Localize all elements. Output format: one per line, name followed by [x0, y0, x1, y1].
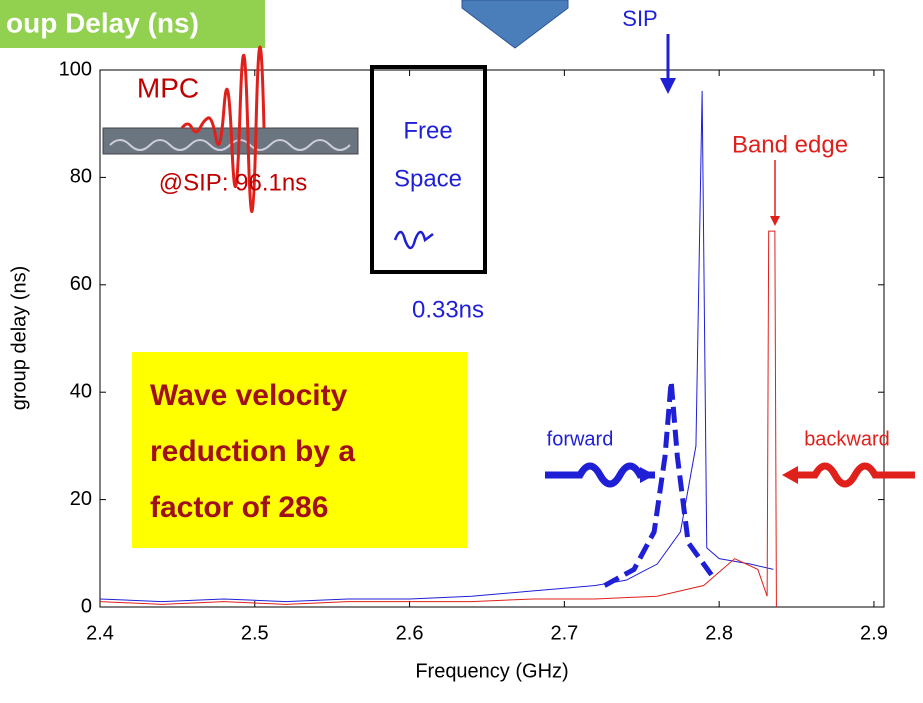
forward-head: [640, 467, 655, 483]
y-tick-label: 20: [70, 488, 92, 510]
mpc-pattern: [109, 139, 351, 151]
annotation: 0.33ns: [412, 296, 484, 323]
plot-frame: [99, 69, 885, 608]
annotation: SIP: [622, 6, 657, 31]
wave-mpc: [180, 45, 266, 213]
backward-head: [782, 466, 798, 484]
annotation: Band edge: [732, 131, 848, 158]
x-tick-label: 2.9: [860, 622, 888, 644]
callout-text: reduction by a: [150, 435, 355, 468]
wave-backward: [790, 462, 915, 488]
y-tick-label: 60: [70, 273, 92, 295]
y-tick-label: 100: [59, 58, 92, 80]
annotation: backward: [804, 428, 890, 450]
fit-curve: [603, 381, 714, 588]
x-tick-label: 2.4: [86, 622, 114, 644]
title-box: [0, 0, 265, 48]
data-line: [99, 230, 777, 608]
y-axis-label: group delay (ns): [8, 266, 30, 411]
free-space-box: [370, 65, 487, 274]
y-tick-label: 0: [81, 595, 92, 617]
data-line: [99, 90, 774, 603]
annotation: Free: [403, 117, 452, 144]
callout-box: [132, 352, 467, 548]
y-tick-label: 80: [70, 166, 92, 188]
y-tick-label: 40: [70, 380, 92, 402]
annotation: forward: [547, 428, 614, 450]
callout-text: Wave velocity: [150, 379, 348, 412]
x-tick-label: 2.8: [705, 622, 733, 644]
x-tick-label: 2.6: [396, 622, 424, 644]
annotation: Space: [394, 165, 462, 192]
chart-title: oup Delay (ns): [6, 7, 199, 38]
down-arrow: [461, 0, 569, 49]
x-tick-label: 2.7: [550, 622, 578, 644]
annotation: MPC: [137, 72, 199, 103]
x-tick-label: 2.5: [241, 622, 269, 644]
x-axis-label: Frequency (GHz): [415, 660, 568, 682]
wave-free: [393, 230, 434, 250]
sip-arrow-head: [660, 78, 676, 94]
annotation: @SIP: 96.1ns: [159, 169, 307, 196]
band-edge-arrow-head: [770, 216, 780, 226]
callout-text: factor of 286: [150, 491, 328, 524]
wave-forward: [545, 462, 655, 488]
